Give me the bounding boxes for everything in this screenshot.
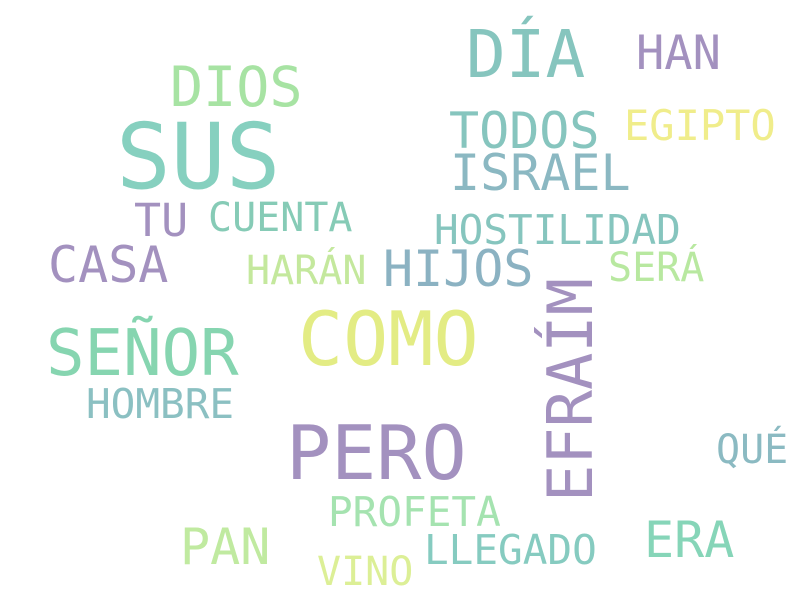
word-hombre: HOMBRE [86,380,235,428]
word-llegado: LLEGADO [424,526,597,574]
word-senor: SEÑOR [46,317,239,391]
word-sus: SUS [116,105,281,210]
word-han: HAN [636,26,721,81]
word-casa: CASA [48,236,169,294]
word-tu: TU [134,194,189,247]
word-egipto: EGIPTO [624,101,776,150]
word-dia: DÍA [466,16,586,93]
word-pero: PERO [286,409,467,497]
word-como: COMO [298,295,479,383]
word-hostilidad: HOSTILIDAD [434,206,681,254]
word-hijos: HIJOS [383,240,534,298]
word-vino: VINO [317,549,414,595]
word-efraim: EFRAÍM [534,278,607,502]
word-todos: TODOS [449,102,600,160]
word-profeta: PROFETA [328,488,501,536]
word-cuenta: CUENTA [208,195,353,241]
word-haran: HARÁN [246,248,367,294]
word-sera: SERÁ [608,245,705,291]
word-era: ERA [644,511,735,569]
word-israel: ISRAEL [450,144,631,202]
word-dios: DIOS [170,55,303,119]
word-que: QUÉ [716,427,789,473]
word-pan: PAN [180,518,271,576]
